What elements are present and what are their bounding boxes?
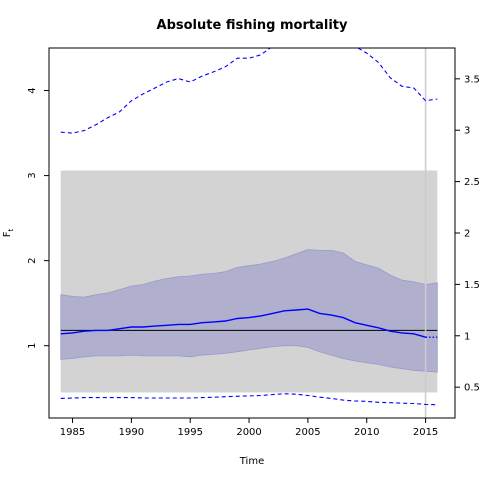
x-tick-label: 1990	[119, 427, 144, 438]
y-tick-label: 4	[27, 87, 38, 93]
x-axis-label: Time	[239, 456, 264, 467]
estimate-line	[60, 308, 426, 338]
x-tick-label: 1985	[60, 427, 85, 438]
x-tick-label: 2005	[295, 427, 320, 438]
y-axis-label-subscript: t	[7, 228, 15, 231]
x-tick-label: 2015	[413, 427, 438, 438]
y-axis-label: Ft	[2, 228, 15, 237]
y-right-tick-label: 3	[464, 126, 470, 137]
plot-area	[60, 48, 438, 418]
chart-title: Absolute fishing mortality	[157, 18, 348, 33]
upper-dashed-line	[60, 48, 438, 134]
y-tick-label: 2	[27, 257, 38, 263]
y-right-tick-label: 1	[464, 331, 470, 342]
axes: 1985 1990 1995 2000 2005 2010 2015 1 2 3 4 0.5 1 1.5 2…	[27, 74, 480, 438]
confidence-band	[60, 249, 438, 373]
y-right-tick-label: 2	[464, 229, 470, 240]
lower-dashed-line	[60, 393, 438, 406]
y-right-tick-label: 3.5	[464, 74, 480, 85]
y-right-tick-label: 2.5	[464, 177, 480, 188]
x-tick-label: 2000	[236, 427, 261, 438]
y-right-tick-label: 1.5	[464, 280, 480, 291]
x-tick-label: 2010	[354, 427, 379, 438]
x-tick-label: 1995	[177, 427, 202, 438]
y-tick-label: 3	[27, 172, 38, 178]
y-right-tick-label: 0.5	[464, 383, 480, 394]
y-tick-label: 1	[27, 343, 38, 349]
svg-text:Ft: Ft	[2, 228, 15, 237]
y-axis-label-main: F	[2, 231, 13, 237]
